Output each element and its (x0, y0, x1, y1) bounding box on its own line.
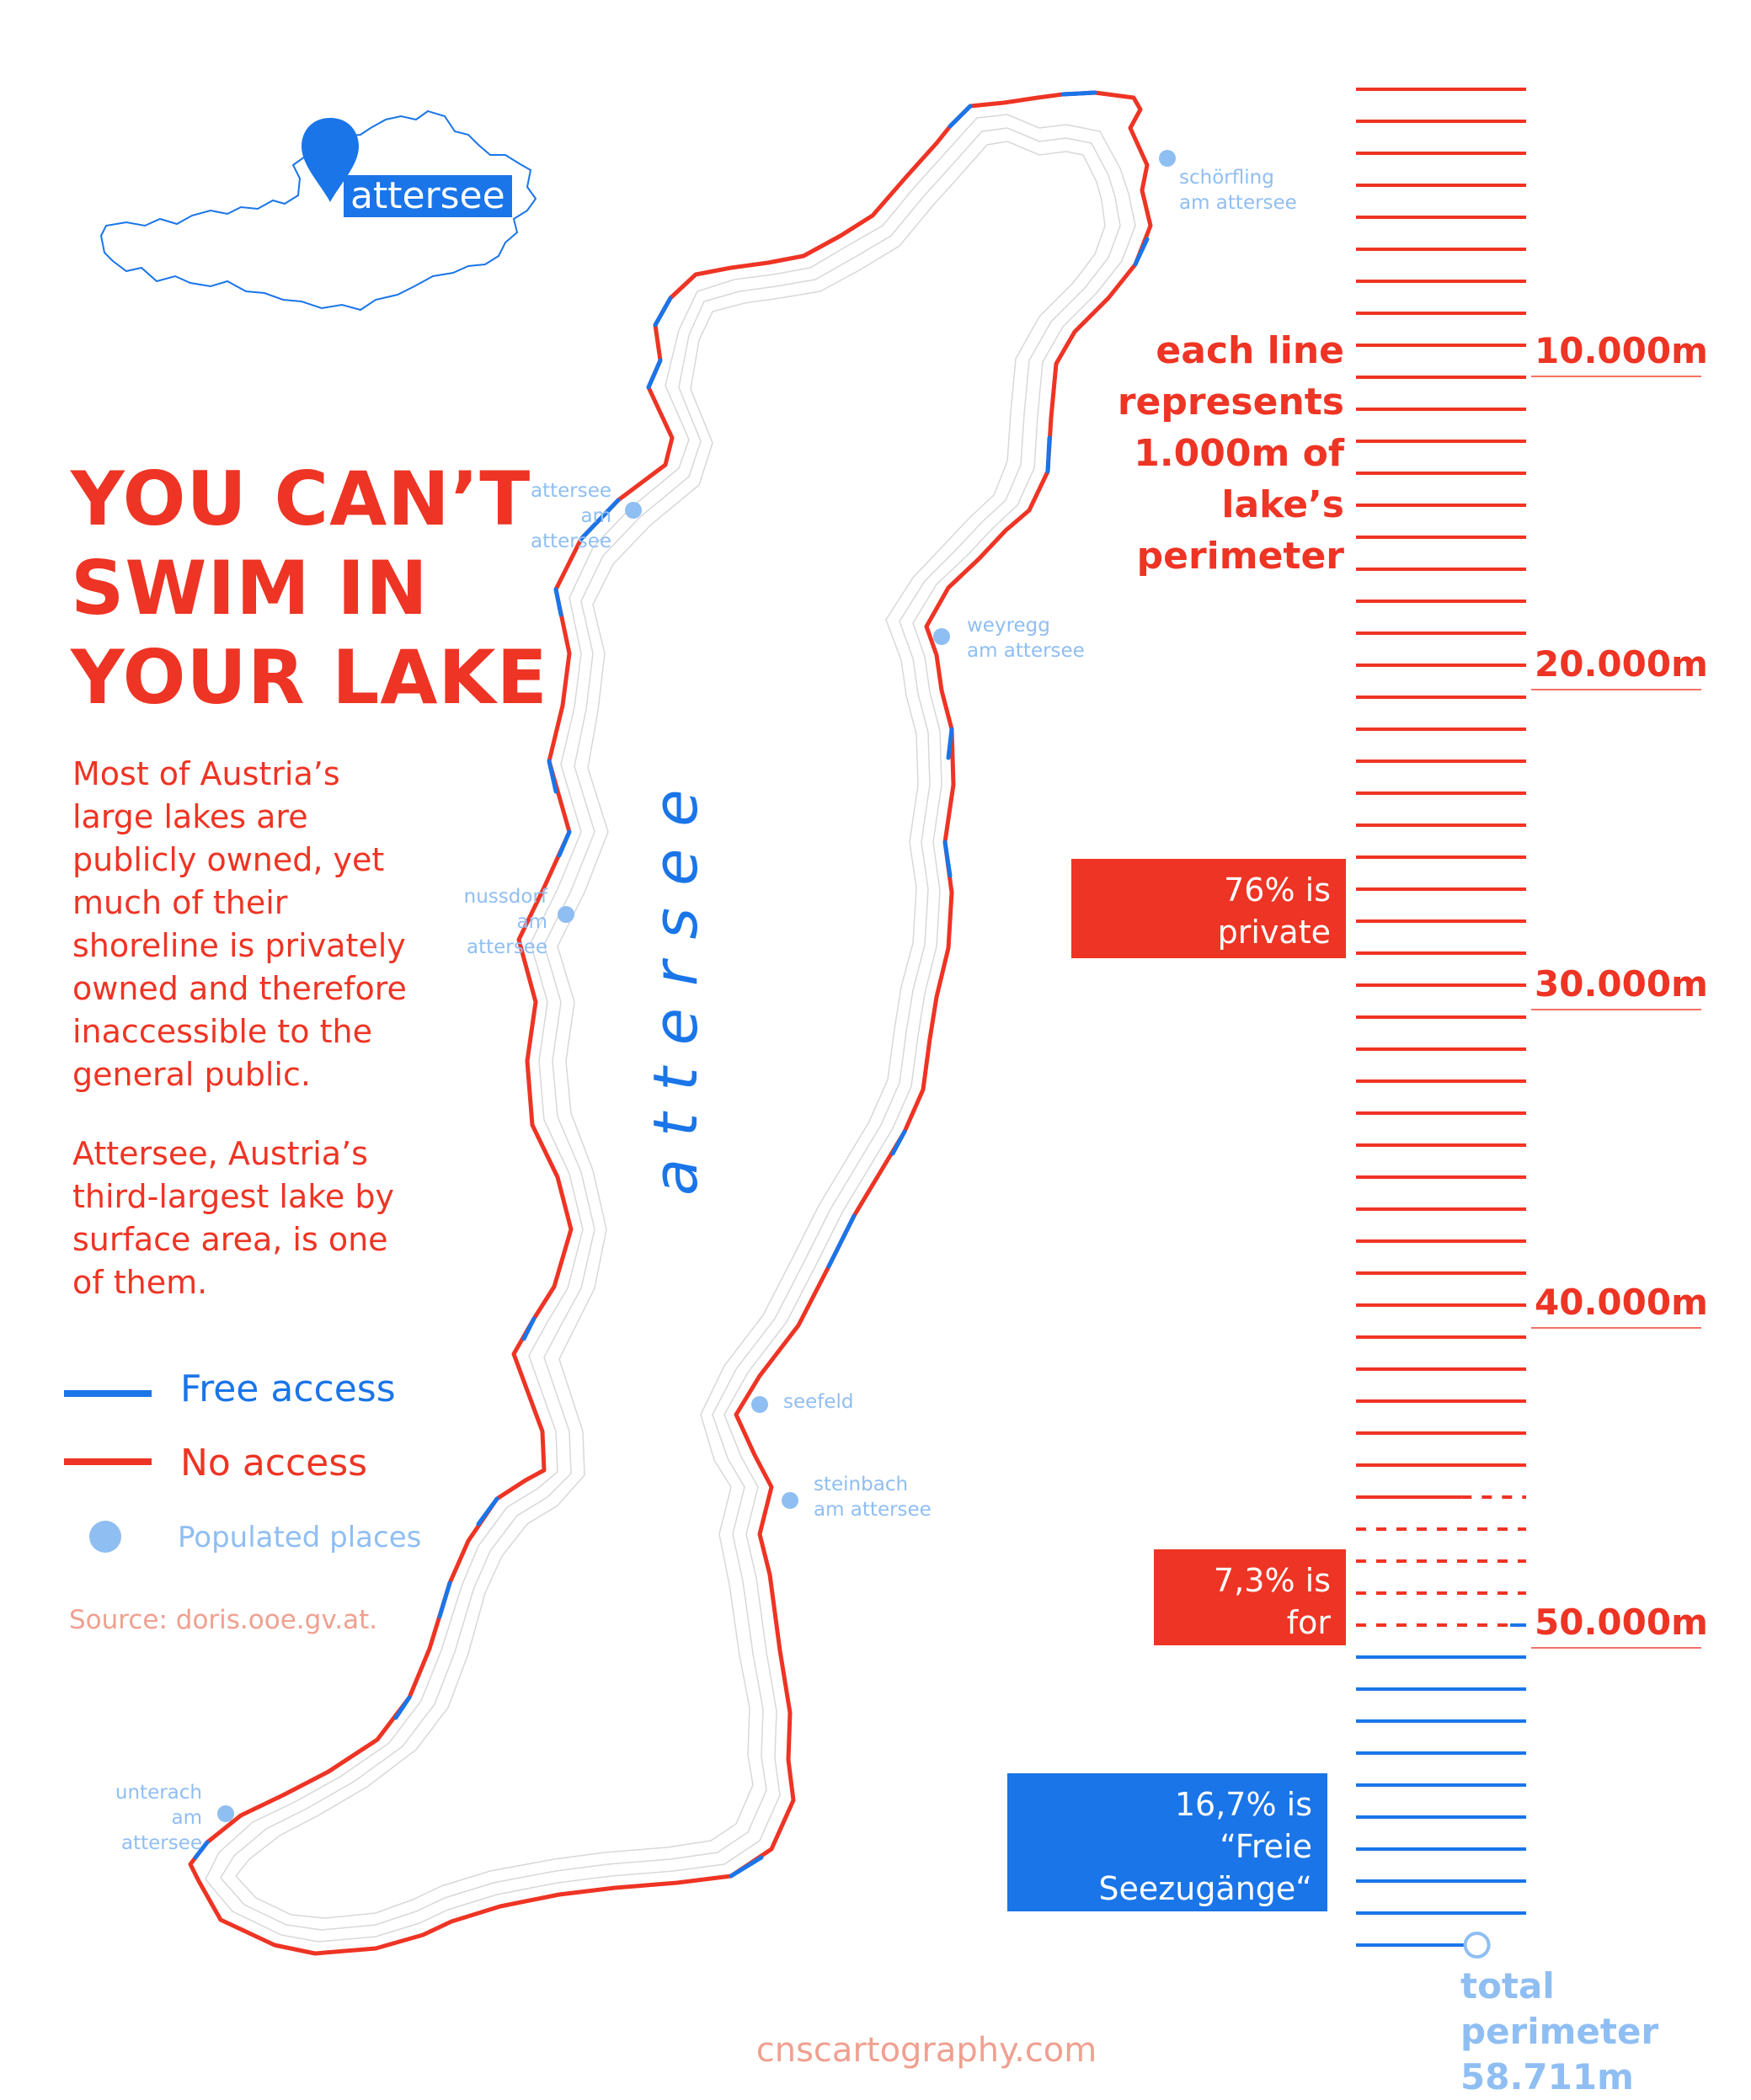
legend-populated-place-dot (89, 1521, 121, 1553)
free-access-segment (942, 839, 953, 878)
free-access-segment (193, 1840, 210, 1860)
place-label-seefeld: seefeld (783, 1391, 854, 1413)
austria-locator-map (99, 109, 537, 312)
tick-underline (1531, 376, 1701, 377)
free-access-segment (890, 1129, 907, 1156)
free-access-segment (579, 498, 621, 541)
tick-underline (1531, 1327, 1701, 1329)
free-access-segment (946, 727, 954, 760)
tick-underline (1531, 1009, 1701, 1010)
free-access-segment (729, 1855, 764, 1879)
place-dot-nussdorf (558, 906, 574, 923)
place-dot-steinbach (782, 1492, 798, 1509)
tick-underline (1531, 1647, 1701, 1649)
free-access-segment (646, 358, 663, 390)
each-line-note: each line represents 1.000m of lake’s pe… (1117, 329, 1344, 578)
tick-underline (1531, 689, 1701, 690)
legend-populated-places-label: Populated places (178, 1521, 422, 1554)
free-access-segment (948, 104, 973, 129)
place-dot-weyregg (933, 628, 950, 645)
website-credit: cnscartography.com (755, 2031, 1097, 2070)
legend-no-access-label: No access (180, 1442, 368, 1484)
free-access-segment (653, 296, 673, 328)
callout-other-uses: 7,3% is for other uses (1154, 1549, 1346, 1725)
legend-no-access-line (64, 1458, 152, 1465)
free-access-segment (393, 1695, 412, 1720)
free-access-segment (547, 759, 558, 794)
free-access-segment (1045, 435, 1052, 474)
legend-free-access-line (64, 1390, 152, 1397)
place-dot-attersee (625, 502, 642, 519)
page-title: YOU CAN’T SWIM IN YOUR LAKE (71, 456, 548, 721)
free-access-segment (437, 1580, 452, 1619)
place-label-steinbach: steinbach am attersee (814, 1474, 932, 1521)
place-label-unterach: unterach am attersee (115, 1782, 202, 1854)
place-dot-seefeld (751, 1396, 768, 1413)
free-access-segment (476, 1496, 499, 1527)
tick-label-10000: 10.000m (1535, 330, 1708, 371)
place-dot-schorfling (1159, 150, 1176, 167)
free-access-segment (1060, 90, 1097, 97)
locator-label: attersee (344, 175, 512, 217)
tick-label-30000: 30.000m (1535, 963, 1708, 1005)
place-label-nussdorf: nussdorf am attersee (463, 886, 547, 958)
lake-contour-1 (205, 114, 1136, 1943)
callout-private-property: 76% is private property (1071, 859, 1346, 993)
source-note: Source: doris.ooe.gv.at. (69, 1605, 378, 1635)
lake-shoreline (188, 90, 1153, 1956)
lake-contour-3 (235, 141, 1106, 1919)
total-perimeter-end-marker (1463, 1932, 1491, 1959)
free-access-segment (557, 829, 572, 858)
intro-paragraph-2: Attersee, Austria’s third-largest lake b… (72, 1135, 394, 1301)
tick-label-20000: 20.000m (1535, 643, 1708, 685)
austria-outline (99, 109, 537, 312)
tick-label-40000: 40.000m (1535, 1282, 1708, 1323)
free-access-segment (553, 587, 563, 617)
free-access-segment (1133, 237, 1150, 267)
tick-label-50000: 50.000m (1535, 1602, 1708, 1643)
free-access-segment (826, 1213, 857, 1269)
free-access-segment (521, 1316, 537, 1341)
place-label-attersee: attersee am attersee (530, 480, 611, 552)
place-label-weyregg: weyregg am attersee (967, 615, 1085, 662)
callout-free-access: 16,7% is “Freie Seezugänge“ (free access… (1007, 1773, 1327, 1949)
legend-free-access-label: Free access (180, 1367, 396, 1410)
map-pin-icon (302, 118, 359, 202)
intro-paragraph-1: Most of Austria’s large lakes are public… (72, 755, 407, 1093)
lake-contour-2 (220, 127, 1121, 1931)
place-dot-unterach (217, 1805, 234, 1822)
place-label-schorfling: schörfling am attersee (1179, 167, 1297, 214)
